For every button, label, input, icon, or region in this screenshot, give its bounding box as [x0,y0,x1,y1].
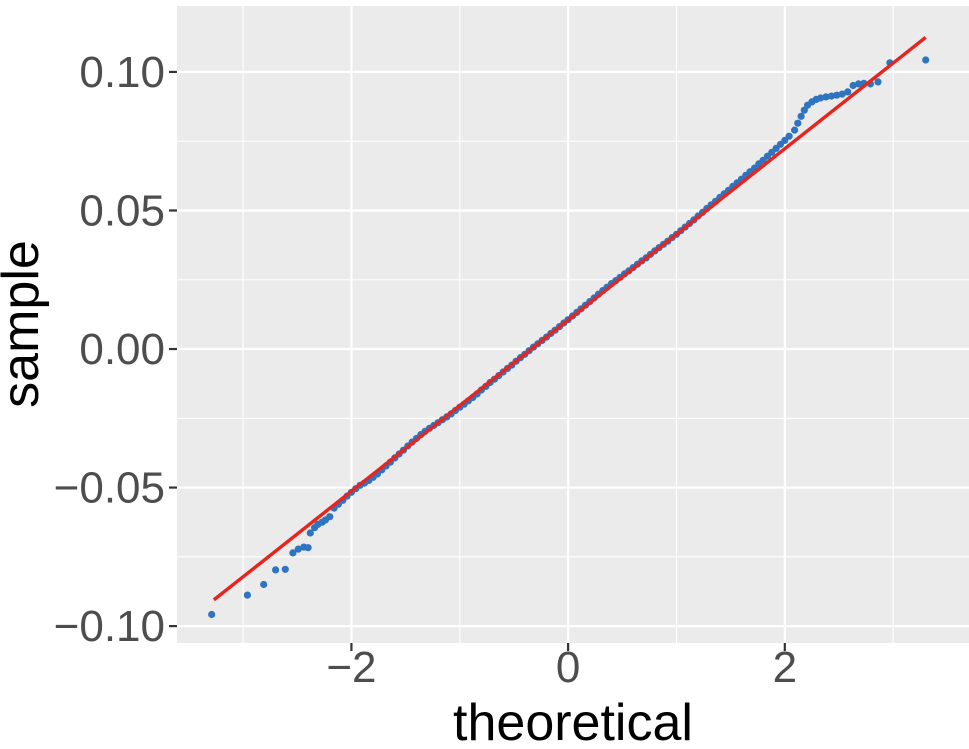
qq-point [797,112,805,120]
y-tick-label: 0.10 [79,48,165,97]
qq-point [304,544,312,552]
y-tick-label: 0.05 [79,186,165,235]
qq-point [306,529,314,537]
qq-point [849,81,857,90]
axis-tick-marks [169,70,786,651]
qq-point [243,591,251,599]
x-tick-label: 2 [773,643,797,692]
qq-point [281,565,289,573]
y-tick-label: 0.00 [79,325,165,374]
qq-point [294,545,302,553]
qq-point [794,119,802,127]
qq-point [844,88,852,96]
minor-gridlines [177,6,969,643]
qq-reference-line [212,36,927,602]
qq-point [838,90,846,98]
qq-point [874,78,882,86]
x-tick-label: −2 [326,643,376,692]
x-axis-tick-labels: −2 0 2 [326,643,797,692]
y-axis-tick-labels: 0.10 0.05 0.00 −0.05 −0.10 [54,48,165,651]
y-axis-title: sample [0,240,50,408]
qq-point [785,132,793,140]
qq-point [833,91,841,99]
qq-point [208,610,216,619]
qq-point [260,580,268,589]
qq-point [289,549,297,557]
reference-line [212,36,927,602]
qq-point [922,56,930,64]
qq-point [817,94,825,102]
qq-point [822,93,830,101]
y-tick-label: −0.10 [54,602,165,651]
qq-point [326,513,334,521]
plot-panel [177,6,969,643]
qq-point [827,92,836,100]
qq-point [791,126,799,134]
x-axis-title: theoretical [453,694,693,749]
x-tick-label: 0 [556,643,580,692]
y-tick-label: −0.05 [54,464,165,513]
qq-point [854,80,863,88]
qq-point [272,566,280,574]
major-gridlines [177,6,969,643]
